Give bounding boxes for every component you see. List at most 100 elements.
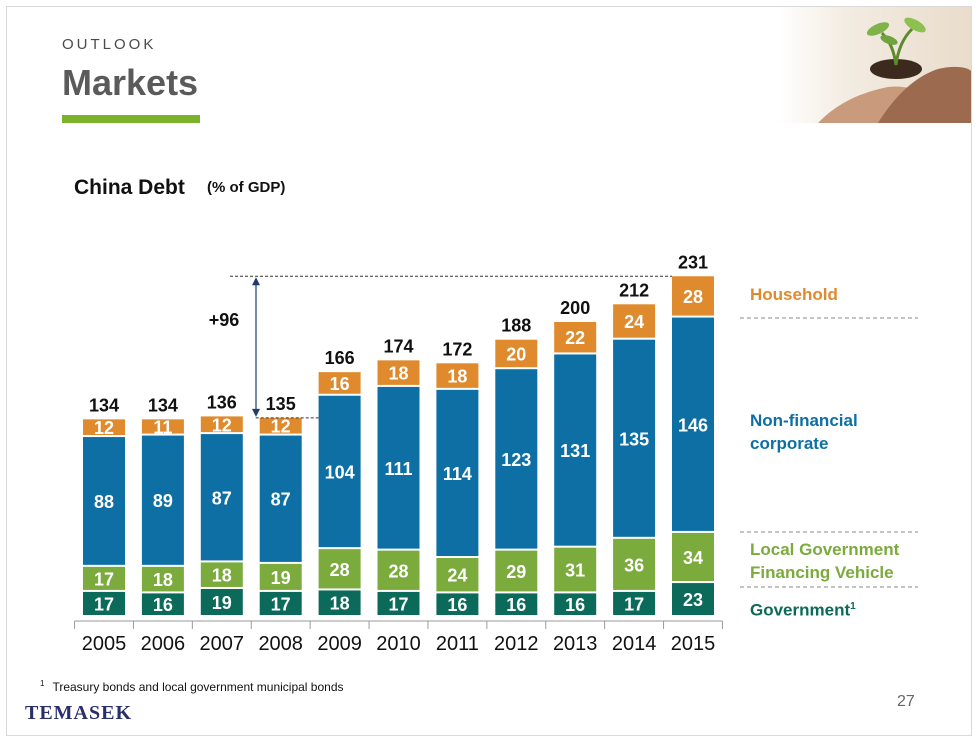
x-tick-label-2014: 2014 (612, 633, 657, 655)
bar-lgfv-2006 (141, 566, 184, 592)
bar-label-government-2009: 18 (330, 594, 350, 614)
legend-non-financial-corporate: Non-financial corporate (750, 409, 858, 455)
bar-label-non-financial-2013: 131 (560, 441, 590, 461)
title-accent-bar (62, 115, 200, 123)
bar-label-household-2007: 12 (212, 415, 232, 435)
bar-government-2007 (200, 588, 243, 615)
bar-non-financial-2014 (613, 339, 656, 537)
bar-label-non-financial-2015: 146 (678, 415, 708, 435)
bar-household-2011 (436, 363, 479, 388)
bar-label-non-financial-2012: 123 (501, 450, 531, 470)
bar-label-government-2005: 17 (94, 594, 114, 614)
bar-label-household-2015: 28 (683, 287, 703, 307)
bar-non-financial-2011 (436, 389, 479, 556)
x-tick-label-2005: 2005 (82, 633, 127, 655)
bar-household-2010 (377, 360, 420, 385)
legend-lgfv-line1: Local Government (750, 540, 900, 559)
chart-title: China Debt (74, 176, 185, 199)
total-label-2010: 174 (383, 336, 413, 356)
bar-label-non-financial-2008: 87 (271, 490, 291, 510)
bar-label-non-financial-2009: 104 (325, 462, 355, 482)
total-label-2006: 134 (148, 395, 178, 415)
increase-arrow-head-up (252, 277, 260, 286)
bar-label-lgfv-2010: 28 (388, 561, 408, 581)
total-label-2014: 212 (619, 280, 649, 300)
bar-household-2009 (318, 372, 361, 394)
increase-annotation-label: +96 (209, 310, 240, 330)
footnote-text: Treasury bonds and local government muni… (52, 680, 344, 694)
bar-label-government-2008: 17 (271, 594, 291, 614)
x-tick-label-2007: 2007 (200, 633, 245, 655)
bar-label-lgfv-2013: 31 (565, 561, 585, 581)
bar-label-lgfv-2009: 28 (330, 560, 350, 580)
total-label-2007: 136 (207, 392, 237, 412)
bar-household-2006 (141, 419, 184, 434)
bar-household-2007 (200, 416, 243, 433)
bar-lgfv-2005 (83, 566, 125, 590)
legend-government-footnote-marker: 1 (850, 601, 856, 612)
x-tick-label-2011: 2011 (436, 633, 479, 655)
section-label: OUTLOOK (62, 36, 157, 53)
temasek-logo: TEMASEK (25, 702, 133, 724)
bar-label-lgfv-2007: 18 (212, 566, 232, 586)
bar-household-2012 (495, 339, 538, 368)
x-tick-label-2008: 2008 (258, 633, 303, 655)
bar-lgfv-2015 (672, 532, 714, 582)
bar-non-financial-2008 (259, 435, 302, 562)
bar-label-non-financial-2011: 114 (443, 464, 472, 484)
legend-lgfv-line2: Financing Vehicle (750, 563, 894, 582)
total-label-2013: 200 (560, 298, 590, 318)
total-label-2005: 134 (89, 395, 119, 415)
bar-non-financial-2012 (495, 369, 538, 549)
bar-government-2011 (436, 593, 479, 615)
total-label-2015: 231 (678, 252, 708, 272)
page-number: 27 (897, 693, 915, 710)
bar-label-government-2011: 16 (447, 595, 467, 615)
bar-label-government-2010: 17 (388, 594, 408, 614)
increase-arrow-head-down (252, 408, 260, 417)
bar-household-2014 (613, 304, 656, 338)
bar-government-2009 (318, 590, 361, 615)
bar-government-2013 (554, 593, 597, 615)
bar-label-lgfv-2015: 34 (683, 548, 703, 568)
bar-label-household-2011: 18 (447, 367, 467, 387)
bar-label-government-2012: 16 (506, 595, 526, 615)
legend-non-financial-line2: corporate (750, 434, 829, 453)
bar-label-government-2006: 16 (153, 595, 173, 615)
x-tick-label-2012: 2012 (494, 633, 539, 655)
bar-label-government-2015: 23 (683, 590, 703, 610)
legend-non-financial-line1: Non-financial (750, 411, 858, 430)
bar-household-2013 (554, 322, 597, 353)
footnote: 1 Treasury bonds and local government mun… (40, 679, 344, 694)
bar-label-non-financial-2007: 87 (212, 488, 232, 508)
bar-government-2006 (141, 593, 184, 615)
legend-household-label: Household (750, 285, 838, 304)
bar-label-lgfv-2011: 24 (447, 566, 467, 586)
bar-label-household-2009: 16 (330, 374, 350, 394)
bar-lgfv-2009 (318, 549, 361, 589)
total-label-2011: 172 (442, 339, 472, 359)
bar-government-2014 (613, 591, 656, 615)
bar-label-lgfv-2008: 19 (271, 568, 291, 588)
total-label-2012: 188 (501, 316, 531, 336)
bar-label-lgfv-2006: 18 (153, 570, 173, 590)
bar-non-financial-2007 (200, 434, 243, 561)
seedling-hands-picture (778, 7, 971, 123)
bar-non-financial-2009 (318, 395, 361, 548)
bar-label-non-financial-2006: 89 (153, 491, 173, 511)
footnote-marker: 1 (40, 679, 45, 688)
total-label-2009: 166 (325, 348, 355, 368)
bar-label-household-2005: 12 (94, 418, 114, 438)
bar-non-financial-2010 (377, 386, 420, 549)
bar-lgfv-2014 (613, 538, 656, 590)
total-label-2008: 135 (266, 394, 296, 414)
bar-label-government-2014: 17 (624, 594, 644, 614)
bar-government-2005 (83, 591, 125, 615)
x-tick-label-2009: 2009 (317, 633, 362, 655)
bar-household-2008 (259, 417, 302, 434)
bar-label-lgfv-2014: 36 (624, 555, 644, 575)
bar-government-2010 (377, 591, 420, 615)
bar-government-2015 (672, 583, 714, 615)
bar-lgfv-2008 (259, 563, 302, 590)
